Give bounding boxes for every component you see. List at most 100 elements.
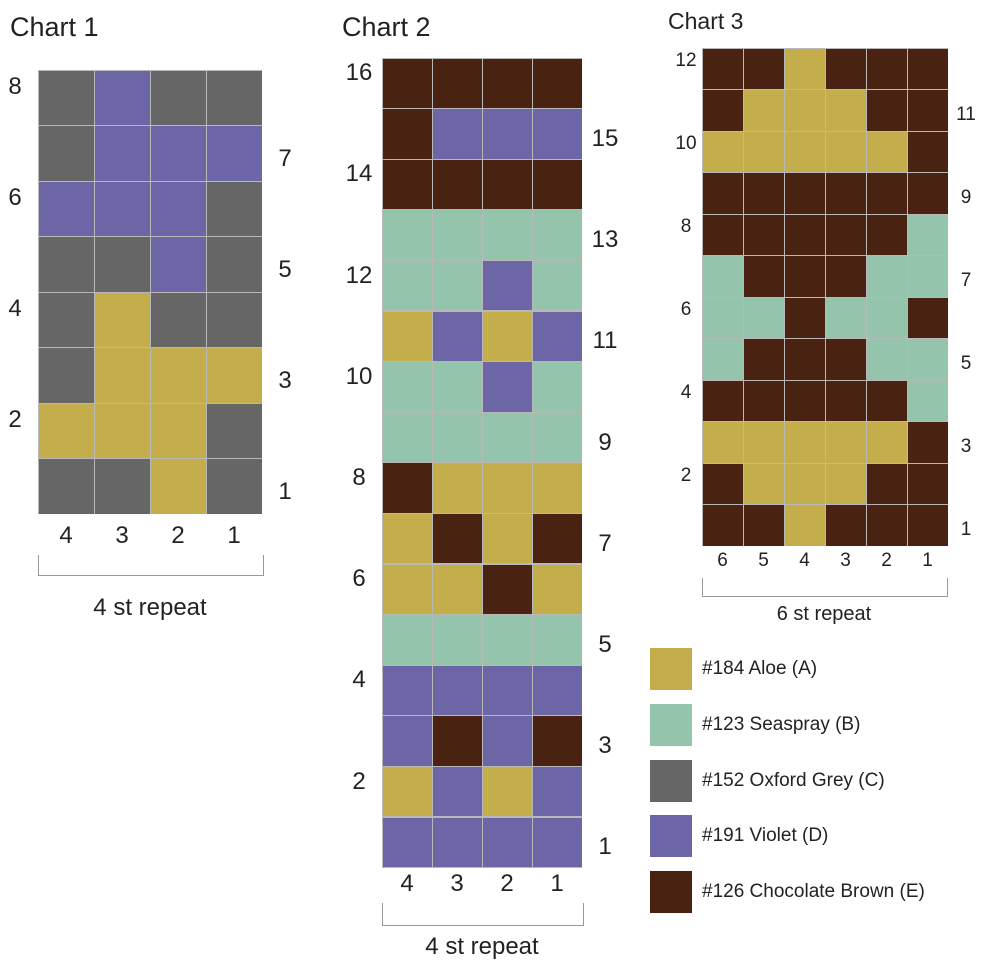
chart-2-cell: [432, 260, 482, 311]
chart-2-cell: [532, 766, 582, 817]
chart-1-cell: [94, 292, 150, 347]
chart-2-row-label: 1: [598, 833, 612, 861]
chart-2-cell: [432, 412, 482, 463]
chart-1-cell: [94, 70, 150, 125]
chart-2-col-label: 3: [450, 870, 464, 897]
chart-1-cell: [150, 348, 206, 403]
chart-3-cell: [907, 505, 948, 546]
chart-3-cell: [825, 463, 866, 504]
chart-2-cell: [482, 513, 532, 564]
chart-1-cell: [206, 126, 262, 181]
chart-3-cell: [702, 505, 743, 546]
chart-3-row-label: 11: [956, 103, 976, 125]
chart-1-cell: [38, 126, 94, 181]
chart-3-cell: [702, 214, 743, 255]
chart-1-cell: [94, 237, 150, 292]
chart-3-cell: [784, 422, 825, 463]
chart-3-col-label: 4: [799, 550, 810, 571]
chart-1-cell: [150, 126, 206, 181]
chart-2-cell: [532, 58, 582, 109]
chart-2-cell: [532, 362, 582, 412]
chart-2-row-label: 6: [352, 565, 366, 593]
chart-3-row-label: 7: [960, 269, 972, 291]
chart-2-cell: [432, 564, 482, 615]
chart-2-row-label: 10: [345, 362, 373, 390]
chart-3-cell: [907, 422, 948, 463]
chart-3-cell: [702, 339, 743, 380]
chart-3-cell: [907, 463, 948, 504]
chart-2-cell: [382, 109, 432, 159]
chart-1-row-label: 4: [8, 294, 22, 322]
chart-1-cell: [38, 70, 94, 125]
chart-3-row-label: 10: [675, 132, 697, 154]
chart-1-cell: [206, 237, 262, 292]
chart-3-cell: [702, 256, 743, 297]
chart-3-cell: [784, 256, 825, 297]
chart-2-cell: [532, 513, 582, 564]
chart-1-cell: [150, 237, 206, 292]
chart-1-cell: [150, 70, 206, 125]
chart-2-cell: [532, 665, 582, 716]
chart-3-cell: [907, 173, 948, 214]
chart-3-cell: [825, 505, 866, 546]
chart-1-row-label: 8: [8, 72, 22, 100]
legend-swatch: [650, 815, 692, 857]
chart-2-cell: [482, 615, 532, 665]
chart-2-cell: [432, 362, 482, 412]
chart-2-cell: [382, 513, 432, 564]
chart-1-cell: [94, 348, 150, 403]
chart-2-cell: [382, 412, 432, 463]
chart-3-cell: [825, 339, 866, 380]
chart-1-row-label: 5: [278, 255, 292, 283]
chart-1-cell: [38, 237, 94, 292]
chart-1-cell: [150, 459, 206, 514]
chart-2-cell: [382, 362, 432, 412]
chart-3-cell: [743, 131, 784, 172]
chart-2-cell: [432, 210, 482, 260]
chart-3-cell: [866, 463, 907, 504]
chart-3-cell: [866, 214, 907, 255]
chart-2-title: Chart 2: [342, 12, 431, 42]
chart-1-cell: [150, 292, 206, 347]
chart-1-cell: [94, 403, 150, 458]
chart-2-cell: [482, 260, 532, 311]
chart-3-cell: [825, 380, 866, 421]
chart-3-cell: [784, 214, 825, 255]
chart-3-cell: [825, 214, 866, 255]
chart-3-cell: [743, 48, 784, 89]
chart-2-col-label: 4: [400, 870, 414, 897]
chart-1-col-label: 4: [59, 522, 73, 549]
legend-label: #191 Violet (D): [702, 825, 829, 846]
chart-2-row-label: 2: [352, 767, 366, 795]
chart-3-repeat-label: 6 st repeat: [776, 603, 872, 625]
chart-3-cell: [825, 90, 866, 131]
chart-2-cell: [432, 463, 482, 513]
chart-2-row-label: 13: [591, 226, 619, 254]
chart-2-row-label: 8: [352, 463, 366, 491]
chart-1-cell: [150, 403, 206, 458]
chart-2-repeat-label: 4 st repeat: [425, 933, 539, 960]
chart-3-cell: [702, 380, 743, 421]
chart-2-cell: [482, 159, 532, 210]
chart-3-cell: [743, 256, 784, 297]
chart-2-cell: [382, 716, 432, 766]
chart-3-cell: [784, 48, 825, 89]
chart-3-title: Chart 3: [668, 8, 744, 34]
chart-3-cell: [907, 380, 948, 421]
chart-3-cell: [743, 90, 784, 131]
chart-3-cell: [907, 131, 948, 172]
chart-2-cell: [382, 311, 432, 362]
chart-3-cell: [866, 380, 907, 421]
chart-3-cell: [866, 297, 907, 338]
chart-3-cell: [866, 90, 907, 131]
legend-label: #126 Chocolate Brown (E): [702, 881, 925, 902]
chart-1-col-label: 3: [115, 522, 129, 549]
chart-2-cell: [482, 564, 532, 615]
chart-3-cell: [784, 90, 825, 131]
chart-3-cell: [825, 422, 866, 463]
chart-1-cell: [94, 181, 150, 236]
chart-3-cell: [907, 297, 948, 338]
chart-2-cell: [382, 210, 432, 260]
chart-2-cell: [482, 109, 532, 159]
chart-1-cell: [94, 459, 150, 514]
